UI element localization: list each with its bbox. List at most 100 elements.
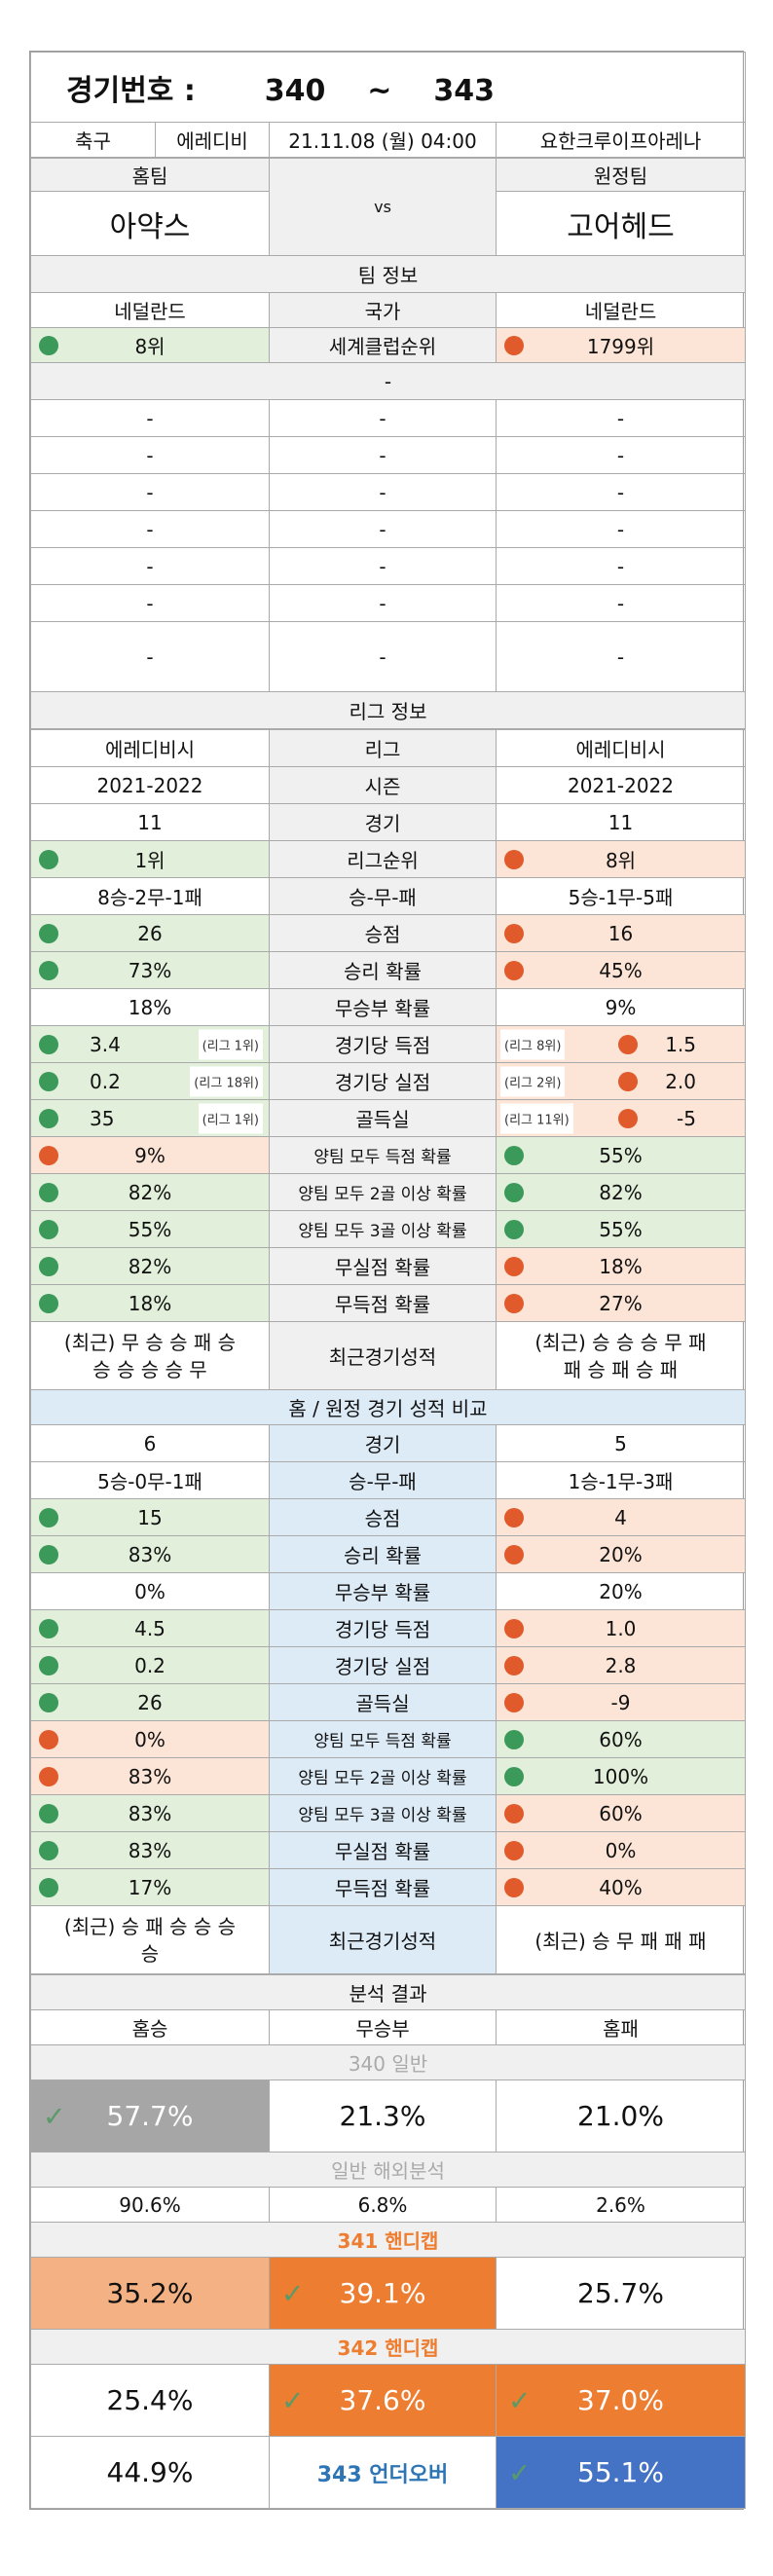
uo343-under: 44.9% bbox=[30, 2436, 270, 2509]
analysis-table: 분석 결과 홈승 무승부 홈패 340 일반 ✓ 57.7% 21.3% 21.0… bbox=[29, 1974, 747, 2509]
col-home-win: 홈승 bbox=[30, 2009, 270, 2045]
home-ha-value: 4.5 bbox=[30, 1609, 270, 1647]
away-world-rank: 1799위 bbox=[496, 327, 746, 363]
ha-stat-label: 양팀 모두 득점 확률 bbox=[269, 1720, 497, 1758]
away-league-value: 1.5 (리그 8위) bbox=[496, 1025, 746, 1063]
red-dot-icon bbox=[39, 1145, 58, 1165]
world-rank-label: 세계클럽순위 bbox=[269, 327, 497, 363]
away-ha-value: 0% bbox=[496, 1831, 746, 1869]
h342-draw: ✓ 37.6% bbox=[269, 2364, 497, 2437]
away-recent-away-form: (최근) 승 무 패 패 패 bbox=[496, 1905, 746, 1974]
away-league-value: 2.0 (리그 2위) bbox=[496, 1062, 746, 1100]
green-dot-icon bbox=[504, 1729, 524, 1749]
green-dot-icon bbox=[39, 1840, 58, 1860]
away-country: 네덜란드 bbox=[496, 292, 746, 328]
home-country: 네덜란드 bbox=[30, 292, 270, 328]
league-stat-label: 양팀 모두 3골 이상 확률 bbox=[269, 1210, 497, 1248]
red-dot-icon bbox=[504, 335, 524, 355]
home-league-value: 에레디비시 bbox=[30, 729, 270, 767]
home-league-value: 18% bbox=[30, 988, 270, 1026]
red-dot-icon bbox=[618, 1034, 638, 1054]
league-row: 2021-2022 시즌 2021-2022 bbox=[30, 766, 746, 804]
league-row: 35 (리그 1위) 골득실 -5 (리그 11위) bbox=[30, 1099, 746, 1137]
overseas-away: 2.6% bbox=[495, 2187, 747, 2223]
green-dot-icon bbox=[39, 1877, 58, 1897]
away-league-value: 45% bbox=[496, 951, 746, 989]
league-rank-note: (리그 2위) bbox=[500, 1066, 566, 1096]
league-info-section: 리그 정보 bbox=[30, 691, 746, 729]
league-stat-label: 승리 확률 bbox=[269, 951, 497, 989]
away-league-value: 18% bbox=[496, 1247, 746, 1285]
overseas-draw: 6.8% bbox=[269, 2187, 497, 2223]
green-dot-icon bbox=[39, 1219, 58, 1239]
ha-stat-label: 골득실 bbox=[269, 1683, 497, 1721]
home-league-value: 73% bbox=[30, 951, 270, 989]
general-away: 21.0% bbox=[495, 2079, 747, 2153]
away-ha-value: 20% bbox=[496, 1572, 746, 1610]
red-dot-icon bbox=[39, 1766, 58, 1786]
home-away-row: 0% 무승부 확률 20% bbox=[30, 1572, 746, 1610]
ha-stat-label: 양팀 모두 2골 이상 확률 bbox=[269, 1757, 497, 1795]
match-number-title: 경기번호 : bbox=[66, 73, 196, 108]
league-stat-label: 골득실 bbox=[269, 1099, 497, 1137]
red-dot-icon bbox=[504, 960, 524, 980]
vs-label: vs bbox=[269, 158, 497, 256]
venue: 요한크루이프아레나 bbox=[495, 122, 747, 158]
away-league-value: 에레디비시 bbox=[496, 729, 746, 767]
league-short: 에레디비 bbox=[155, 122, 270, 158]
red-dot-icon bbox=[504, 1507, 524, 1527]
green-dot-icon bbox=[39, 1071, 58, 1091]
green-dot-icon bbox=[39, 849, 58, 869]
league-stat-label: 리그 bbox=[269, 729, 497, 767]
green-dot-icon bbox=[39, 1655, 58, 1675]
match-analysis-card: 경기번호 : 340 ~ 343 축구 에레디비 21.11.08 (월) 04… bbox=[29, 51, 747, 2510]
league-info-table: 에레디비시 리그 에레디비시 2021-2022 시즌 2021-2022 11 경기 11 1위… bbox=[30, 729, 746, 1974]
away-league-value: 55% bbox=[496, 1210, 746, 1248]
league-rank-note: (리그 18위) bbox=[190, 1066, 263, 1096]
home-ha-value: 0.2 bbox=[30, 1646, 270, 1684]
away-league-value: 9% bbox=[496, 988, 746, 1026]
league-row: 에레디비시 리그 에레디비시 bbox=[30, 729, 746, 767]
league-rank-note: (리그 1위) bbox=[198, 1029, 263, 1059]
green-dot-icon bbox=[39, 1034, 58, 1054]
red-dot-icon bbox=[504, 1692, 524, 1712]
ha-stat-label: 무실점 확률 bbox=[269, 1831, 497, 1869]
home-league-value: 2021-2022 bbox=[30, 766, 270, 804]
green-dot-icon bbox=[39, 1507, 58, 1527]
away-league-value: 16 bbox=[496, 914, 746, 952]
away-league-value: 5승-1무-5패 bbox=[496, 877, 746, 915]
away-ha-value: 60% bbox=[496, 1794, 746, 1832]
home-league-value: 0.2 (리그 18위) bbox=[30, 1062, 270, 1100]
league-stat-label: 시즌 bbox=[269, 766, 497, 804]
league-stat-label: 양팀 모두 득점 확률 bbox=[269, 1136, 497, 1174]
away-ha-value: 1.0 bbox=[496, 1609, 746, 1647]
league-rank-note: (리그 11위) bbox=[500, 1103, 573, 1133]
general-draw: 21.3% bbox=[269, 2079, 497, 2153]
ha-stat-label: 승리 확률 bbox=[269, 1535, 497, 1573]
home-ha-value: 83% bbox=[30, 1535, 270, 1573]
ha-stat-label: 경기당 실점 bbox=[269, 1646, 497, 1684]
home-ha-value: 0% bbox=[30, 1720, 270, 1758]
away-ha-value: 20% bbox=[496, 1535, 746, 1573]
country-label: 국가 bbox=[269, 292, 497, 328]
home-away-row: 17% 무득점 확률 40% bbox=[30, 1868, 746, 1906]
green-dot-icon bbox=[39, 1618, 58, 1638]
away-ha-value: 5 bbox=[496, 1424, 746, 1462]
away-ha-value: 60% bbox=[496, 1720, 746, 1758]
red-dot-icon bbox=[504, 1877, 524, 1897]
green-dot-icon bbox=[39, 1256, 58, 1276]
red-dot-icon bbox=[504, 1293, 524, 1313]
away-ha-value: 100% bbox=[496, 1757, 746, 1795]
league-row: 82% 양팀 모두 2골 이상 확률 82% bbox=[30, 1173, 746, 1211]
away-league-value: 27% bbox=[496, 1284, 746, 1322]
green-dot-icon bbox=[504, 1766, 524, 1786]
red-dot-icon bbox=[618, 1071, 638, 1091]
team-info-dash-row: - bbox=[30, 362, 746, 400]
league-row: 26 승점 16 bbox=[30, 914, 746, 952]
league-row: 18% 무승부 확률 9% bbox=[30, 988, 746, 1026]
home-ha-value: 83% bbox=[30, 1757, 270, 1795]
team-info-blank-row: --- bbox=[30, 436, 746, 474]
home-ha-value: 6 bbox=[30, 1424, 270, 1462]
h342-home: 25.4% bbox=[30, 2364, 270, 2437]
